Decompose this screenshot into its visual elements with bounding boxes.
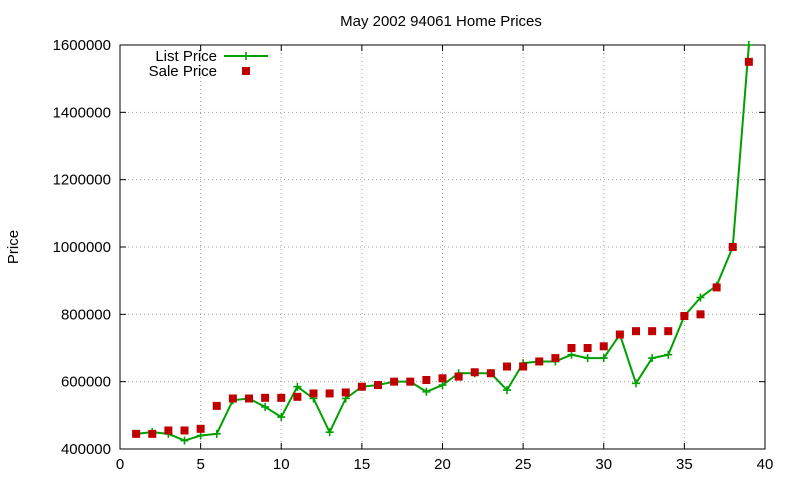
sale-price-point (309, 389, 318, 398)
sale-price-point (535, 357, 544, 366)
sale-price-point (486, 369, 495, 378)
y-tick-label: 1400000 (53, 104, 111, 121)
list-price-point (567, 350, 576, 359)
sale-price-point (422, 375, 431, 384)
sale-price-point (196, 424, 205, 433)
axis-ticks: 0 5 10 15 20 25 30 35 40 400000 600000 800000 100000… (53, 37, 774, 473)
list-price-point (744, 41, 753, 49)
list-price-point (503, 386, 511, 395)
sale-price-point (470, 368, 479, 377)
sale-price-point (664, 327, 673, 336)
sale-price-point (293, 392, 302, 401)
list-price-point (599, 354, 608, 363)
sale-price-point (599, 342, 608, 351)
sale-price-point (341, 388, 350, 397)
x-tick-label: 40 (757, 456, 774, 473)
sale-price-point (245, 394, 253, 403)
y-tick-label: 1000000 (53, 239, 111, 256)
y-tick-label: 600000 (61, 374, 111, 391)
sale-price-point (696, 310, 705, 319)
y-tick-label: 1200000 (53, 172, 111, 189)
sale-price-point (180, 426, 189, 435)
sale-price-point (454, 372, 463, 381)
sale-price-point (277, 393, 286, 402)
sale-price-point (615, 330, 624, 339)
sale-price-point (374, 381, 382, 390)
legend: List Price Sale Price (149, 48, 268, 80)
x-tick-label: 10 (273, 456, 290, 473)
x-tick-label: 15 (354, 456, 371, 473)
sale-price-point (390, 377, 399, 386)
list-price-point (648, 354, 657, 363)
sale-price-point (164, 426, 173, 435)
legend-label-sale-price: Sale Price (149, 63, 217, 80)
sale-price-point (583, 344, 592, 352)
list-price-point (212, 429, 221, 438)
sale-price-point (519, 362, 528, 371)
sale-price-point (744, 57, 753, 66)
sale-price-point (261, 393, 270, 402)
sale-price-point (325, 389, 334, 398)
sale-price-point (712, 283, 721, 292)
list-price-point (696, 293, 705, 302)
sale-price-point (357, 382, 366, 391)
x-tick-label: 5 (196, 456, 204, 473)
sale-price-point (648, 327, 657, 336)
list-price-point (325, 428, 334, 437)
sale-price-point (132, 429, 141, 438)
x-tick-label: 30 (595, 456, 612, 473)
sale-price-point (148, 429, 157, 438)
series-layer (132, 41, 753, 445)
list-price-point (422, 387, 431, 396)
sale-price-point (503, 362, 511, 371)
y-tick-label: 1600000 (53, 37, 111, 54)
legend-marker-sale-price (242, 67, 250, 75)
sale-price-point (680, 312, 689, 321)
list-price-point (664, 350, 673, 359)
sale-price-point (406, 377, 415, 386)
x-tick-label: 0 (116, 456, 124, 473)
list-price-point (277, 413, 286, 422)
y-tick-label: 800000 (61, 306, 111, 323)
sale-price-point (438, 374, 447, 383)
chart-title: May 2002 94061 Home Prices (340, 13, 542, 30)
x-tick-label: 25 (515, 456, 532, 473)
sale-price-point (567, 344, 576, 352)
list-price-point (196, 431, 205, 440)
x-tick-label: 20 (434, 456, 451, 473)
sale-price-point (228, 394, 237, 403)
list-price-point (583, 354, 592, 363)
y-axis-label: Price (5, 230, 22, 264)
list-price-point (261, 402, 270, 411)
sale-price-point (551, 354, 560, 363)
list-price-point (293, 382, 302, 391)
sale-price-point (728, 243, 737, 251)
legend-marker-list-price (242, 52, 250, 60)
sale-price-point (632, 327, 640, 336)
sale-price-point (212, 401, 221, 410)
y-tick-label: 400000 (61, 441, 111, 458)
list-price-point (180, 436, 189, 445)
legend-label-list-price: List Price (155, 48, 217, 65)
x-tick-label: 35 (676, 456, 693, 473)
list-price-point (632, 379, 640, 388)
list-price-point (438, 381, 447, 390)
